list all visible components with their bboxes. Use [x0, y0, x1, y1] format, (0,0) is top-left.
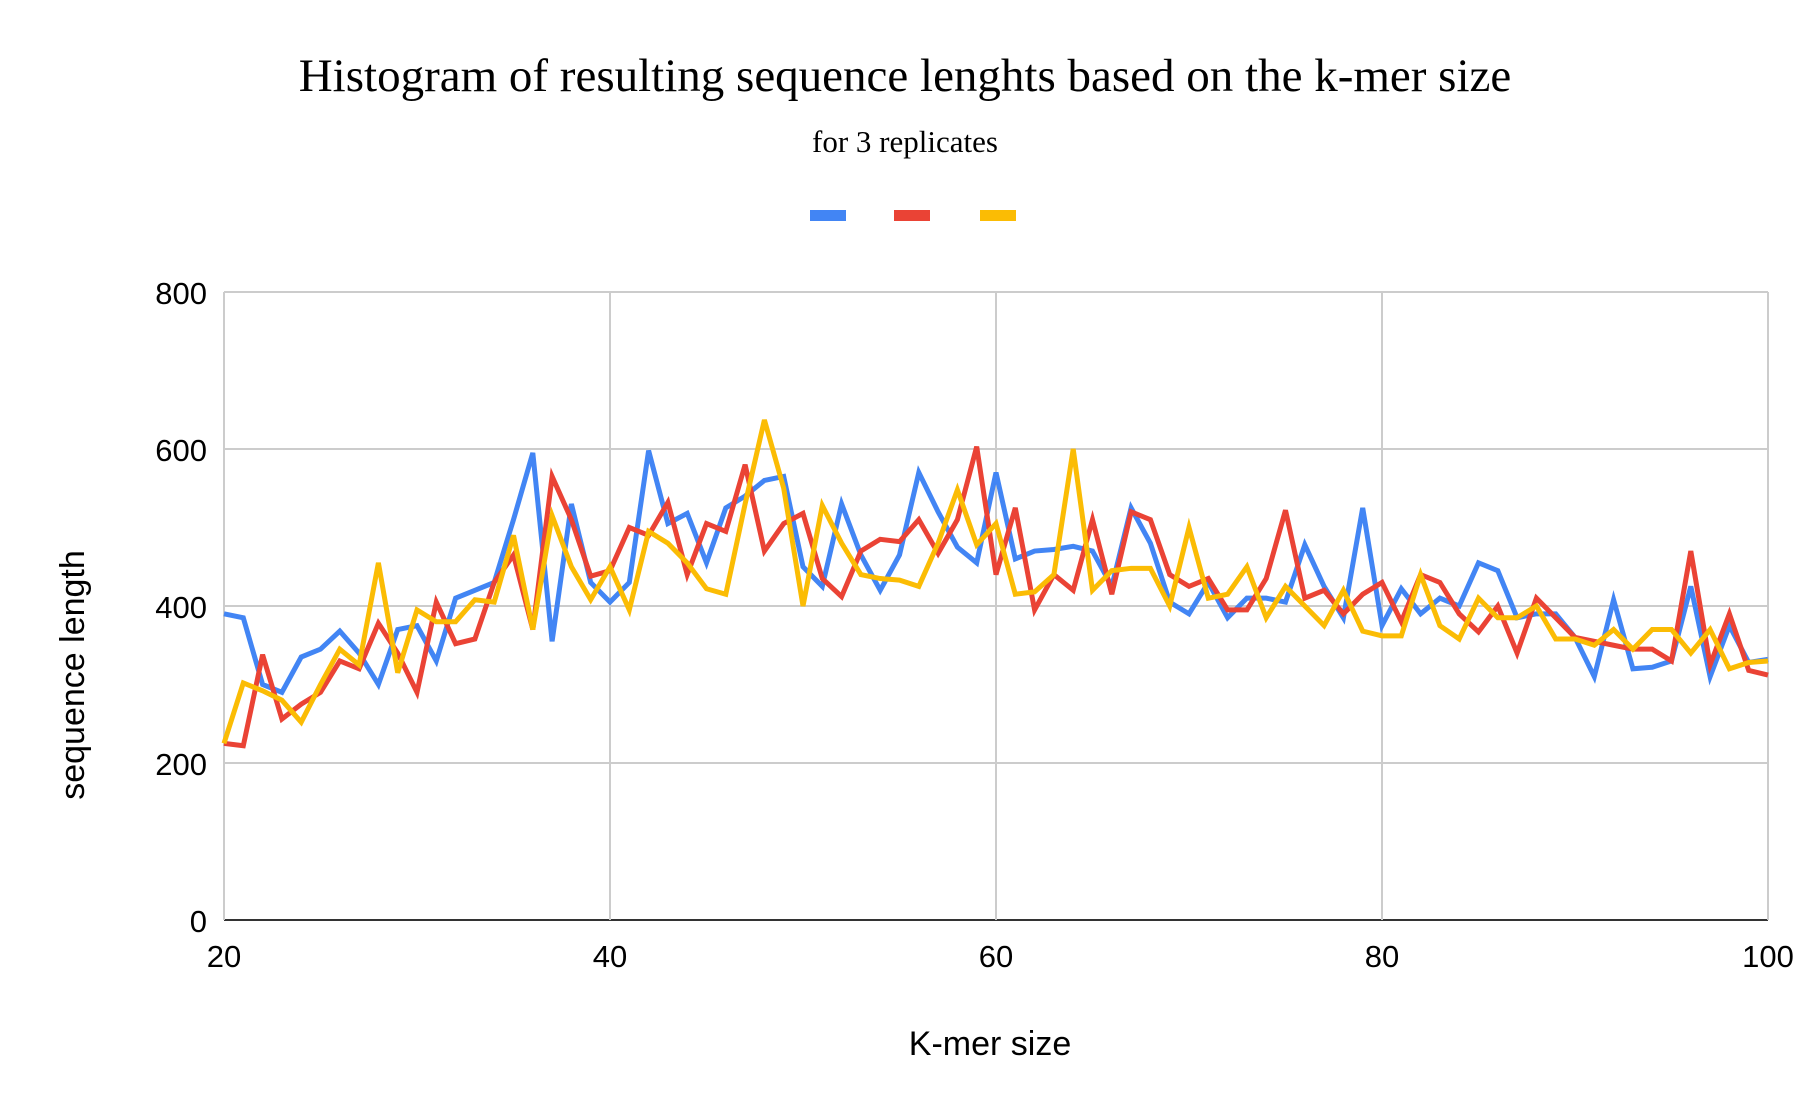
x-axis-label: K-mer size — [909, 1025, 1071, 1063]
legend-swatch-2 — [894, 210, 930, 221]
y-tick-label: 200 — [155, 747, 207, 782]
x-tick-label: 80 — [1365, 939, 1399, 974]
x-tick-label: 100 — [1742, 939, 1794, 974]
series-layer — [221, 419, 1769, 749]
series-line-3 — [221, 419, 1769, 745]
tick-labels: 0 200 400 600 800 20 40 60 80 100 — [155, 276, 1794, 974]
chart-title: Histogram of resulting sequence lenghts … — [299, 50, 1512, 102]
series-line-1 — [223, 449, 1769, 696]
grid — [223, 291, 1769, 921]
y-tick-label: 600 — [155, 433, 207, 468]
y-tick-label: 0 — [190, 904, 207, 939]
x-tick-label: 60 — [979, 939, 1013, 974]
legend — [810, 210, 1016, 221]
y-tick-label: 400 — [155, 590, 207, 625]
chart-subtitle: for 3 replicates — [812, 124, 998, 159]
x-tick-label: 20 — [207, 939, 241, 974]
x-tick-label: 40 — [593, 939, 627, 974]
y-axis-label: sequence length — [54, 550, 92, 800]
y-tick-label: 800 — [155, 276, 207, 311]
series-line-2 — [223, 446, 1769, 749]
legend-swatch-3 — [980, 210, 1016, 221]
legend-swatch-1 — [810, 210, 846, 221]
